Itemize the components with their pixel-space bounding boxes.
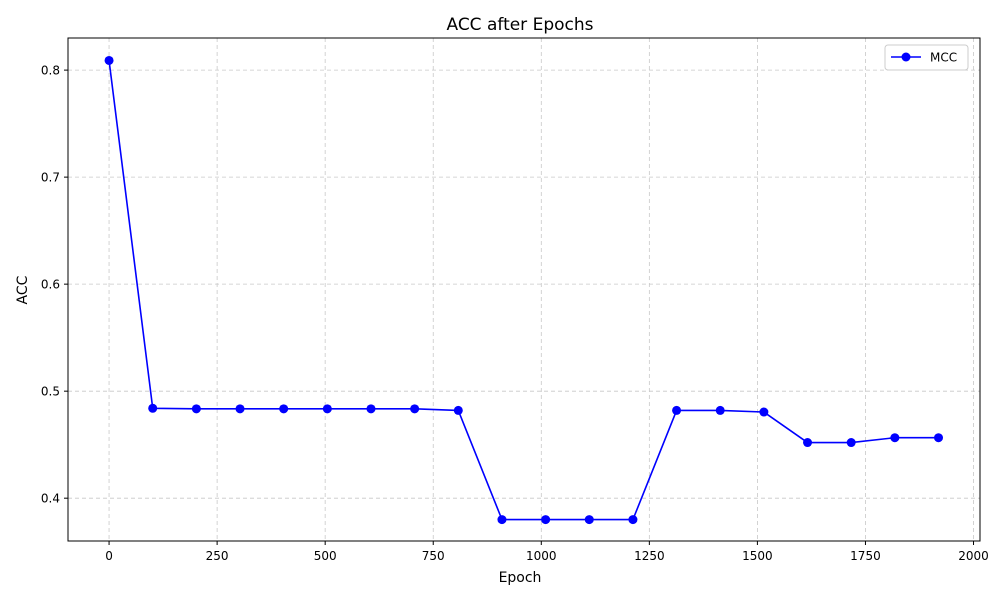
data-point (672, 405, 682, 415)
y-axis-ticks: 0.4 0.5 0.6 0.7 0.8 (41, 64, 68, 506)
y-tick-label: 0.6 (41, 278, 60, 292)
y-tick-label: 0.8 (41, 64, 60, 78)
legend-box (884, 44, 969, 71)
data-point (890, 433, 900, 443)
data-point (104, 55, 114, 65)
plot-frame (67, 37, 981, 542)
data-point (628, 515, 638, 525)
data-point (846, 438, 856, 448)
data-point (191, 404, 201, 414)
data-point (453, 405, 463, 415)
data-point (279, 404, 289, 414)
x-tick-label: 1250 (634, 549, 665, 563)
series-layer (104, 55, 944, 525)
y-tick-label: 0.5 (41, 385, 60, 399)
x-tick-label: 1500 (742, 549, 773, 563)
x-axis-title: Epoch (499, 570, 542, 586)
y-tick-label: 0.4 (41, 492, 60, 506)
data-point (497, 515, 507, 525)
y-tick-label: 0.7 (41, 171, 60, 185)
x-axis-ticks: 0 250 500 750 1000 1250 1500 1750 2000 (105, 541, 989, 563)
data-point (803, 438, 813, 448)
data-point (715, 405, 725, 415)
data-point (148, 403, 158, 413)
data-point (410, 404, 420, 414)
x-tick-label: 2000 (958, 549, 989, 563)
x-tick-label: 1000 (526, 549, 557, 563)
series-line (108, 60, 939, 521)
data-point (235, 404, 245, 414)
data-point (759, 407, 769, 417)
y-axis-title: ACC (15, 275, 31, 304)
grid (68, 38, 980, 541)
data-point (366, 404, 376, 414)
x-tick-label: 500 (314, 549, 337, 563)
data-point (934, 433, 944, 443)
data-point (322, 404, 332, 414)
x-tick-label: 0 (105, 549, 113, 563)
legend-label: MCC (930, 51, 957, 65)
data-point (541, 515, 551, 525)
data-point (584, 515, 594, 525)
x-tick-label: 750 (422, 549, 445, 563)
legend-marker (901, 52, 911, 62)
x-tick-label: 250 (206, 549, 229, 563)
chart-title: ACC after Epochs (446, 15, 593, 35)
legend: MCC (884, 44, 969, 71)
x-tick-label: 1750 (850, 549, 881, 563)
